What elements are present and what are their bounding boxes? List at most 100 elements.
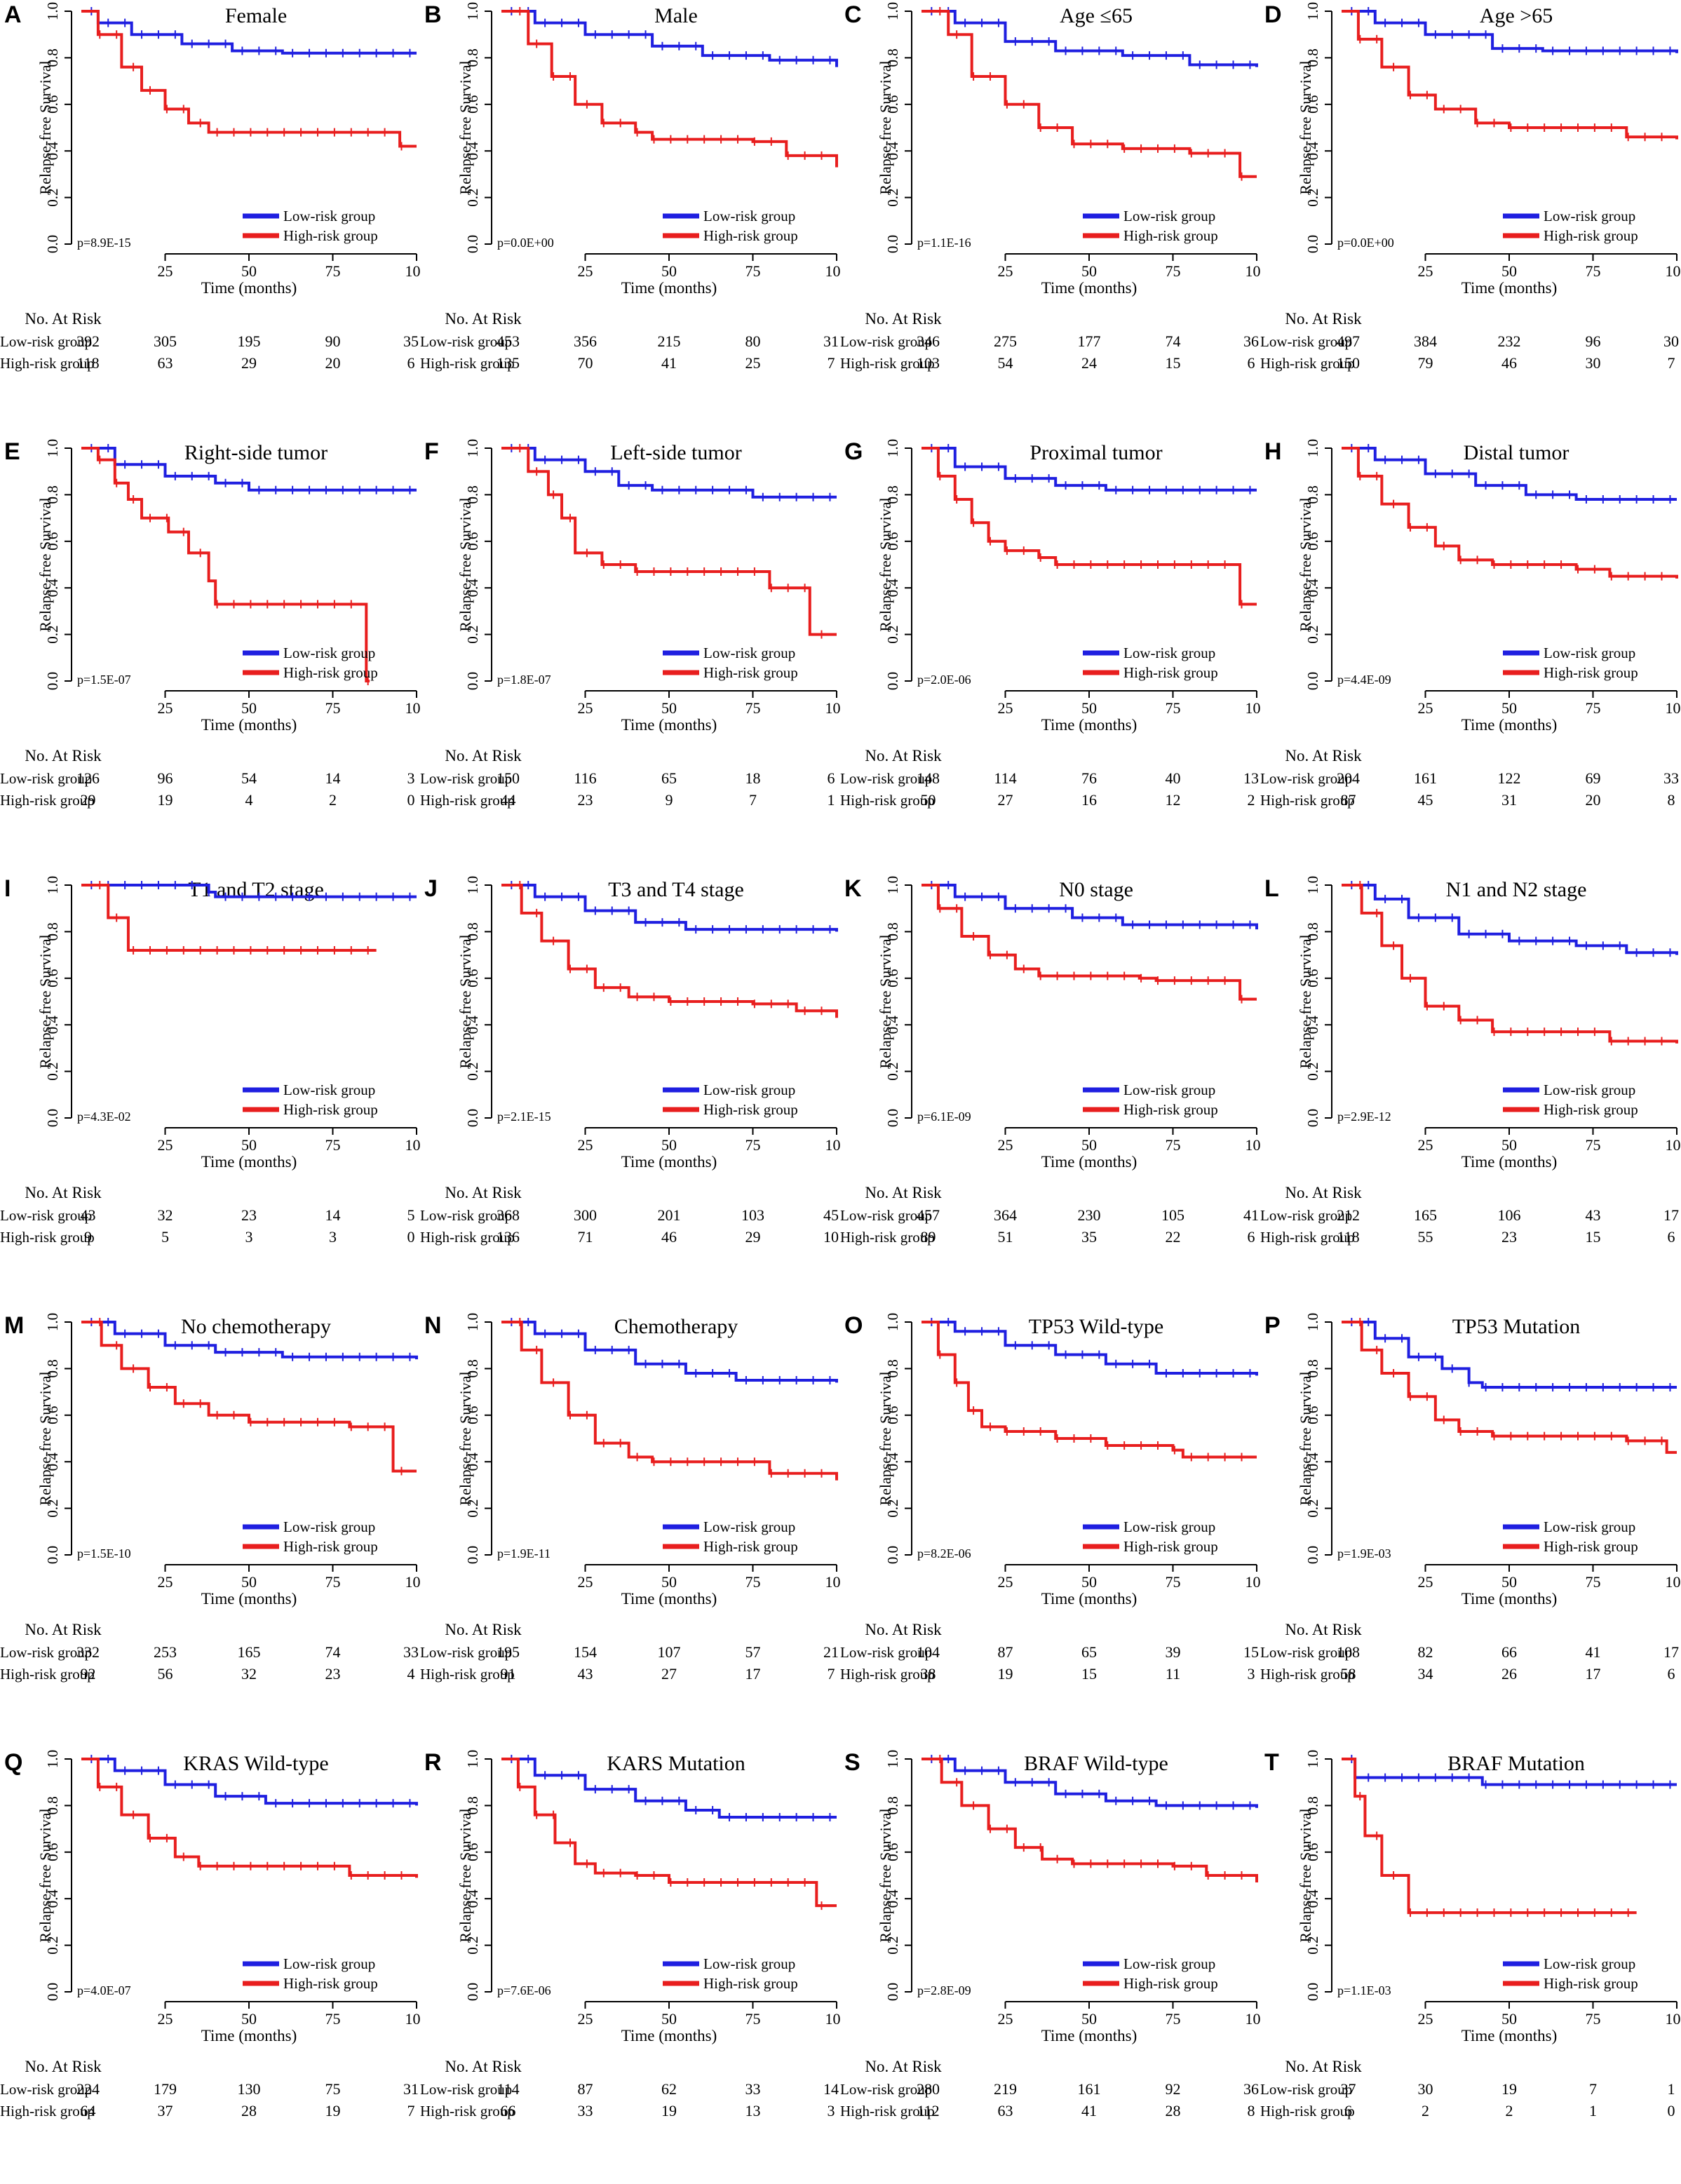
chart-title: TP53 Mutation: [1452, 1315, 1581, 1338]
x-tick-label: 50: [241, 1573, 257, 1591]
high-risk-curve: [1342, 447, 1678, 579]
risk-count: 46: [661, 1228, 677, 1246]
x-tick-label: 50: [1501, 1573, 1517, 1591]
risk-count: 21: [823, 1643, 839, 1661]
y-tick-label: 0.6: [464, 969, 481, 987]
y-tick-label: 0.0: [884, 1546, 901, 1564]
x-tick-label: 100: [1666, 262, 1681, 280]
risk-count: 91: [501, 1665, 516, 1683]
x-axis-label: Time (months): [1461, 2027, 1558, 2044]
y-tick-label: 0.2: [1304, 188, 1321, 206]
km-panel-r: R 0.0 0.2 0.4 0.6 0.8 1.0 25 50 75 100 Time (months…: [420, 1749, 840, 2184]
risk-row-label: High-risk group: [1260, 2103, 1355, 2119]
high-risk-censor-marks: [939, 471, 1243, 609]
y-axis-label: Relapse-free Survival: [36, 60, 54, 194]
legend-entry: High-risk group: [1123, 664, 1218, 681]
x-tick-label: 100: [825, 1573, 841, 1591]
low-risk-curve: [501, 884, 838, 932]
x-tick-label: 75: [325, 1573, 341, 1591]
high-risk-curve: [81, 1758, 418, 1878]
legend-entry: High-risk group: [1544, 1975, 1638, 1992]
panel-letter: T: [1264, 1749, 1279, 1776]
x-tick-label: 75: [1586, 2010, 1601, 2028]
y-tick-label: 0.0: [884, 672, 901, 690]
risk-count: 150: [1337, 354, 1360, 372]
panel-letter: E: [4, 438, 20, 465]
km-plot: 0.0 0.2 0.4 0.6 0.8 1.0 25 50 75 100 Time (months)…: [420, 2, 841, 372]
chart-title: N1 and N2 stage: [1446, 878, 1587, 901]
legend-entry: High-risk group: [703, 664, 798, 681]
x-tick-label: 25: [158, 262, 173, 280]
chart-title: Right-side tumor: [184, 441, 328, 464]
risk-count: 41: [1243, 1206, 1259, 1224]
y-axis-label: Relapse-free Survival: [1297, 1808, 1314, 1942]
km-panel-a: A 0.0 0.2 0.4 0.6 0.8 1.0 25 50 75 100 Time (months…: [0, 1, 420, 436]
x-axis-label: Time (months): [621, 1153, 717, 1171]
high-risk-curve: [1342, 1321, 1677, 1454]
x-tick-label: 75: [1166, 1573, 1181, 1591]
x-tick-label: 100: [1666, 2010, 1681, 2028]
y-tick-label: 0.8: [44, 922, 61, 941]
risk-count: 34: [1418, 1665, 1433, 1683]
y-tick-label: 0.8: [884, 922, 901, 941]
risk-count: 36: [1243, 332, 1259, 350]
risk-count: 20: [1586, 791, 1601, 809]
risk-count: 2: [1422, 2102, 1429, 2119]
y-tick-label: 1.0: [44, 876, 61, 894]
x-axis-label: Time (months): [1041, 279, 1137, 297]
y-tick-label: 0.4: [44, 142, 61, 161]
y-axis-label: Relapse-free Survival: [877, 60, 894, 194]
km-plot: 0.0 0.2 0.4 0.6 0.8 1.0 25 50 75 100 Time (months)…: [0, 439, 420, 809]
risk-count: 126: [76, 769, 100, 787]
legend-entry: Low-risk group: [703, 1518, 795, 1535]
risk-count: 9: [666, 791, 673, 809]
chart-title: Left-side tumor: [610, 441, 741, 464]
risk-count: 161: [1078, 2080, 1101, 2098]
km-panel-q: Q 0.0 0.2 0.4 0.6 0.8 1.0 25 50 75 100 Time (months…: [0, 1749, 420, 2184]
km-plot: 0.0 0.2 0.4 0.6 0.8 1.0 25 50 75 100 Time (months)…: [1260, 1313, 1680, 1683]
y-tick-label: 0.0: [44, 235, 61, 253]
risk-count: 104: [917, 1643, 940, 1661]
risk-count: 70: [578, 354, 593, 372]
x-tick-label: 50: [241, 2010, 257, 2028]
risk-count: 106: [1498, 1206, 1521, 1224]
x-tick-label: 25: [998, 1136, 1013, 1154]
high-risk-curve: [81, 447, 370, 682]
legend-entry: High-risk group: [283, 664, 378, 681]
risk-count: 112: [917, 2102, 939, 2119]
y-tick-label: 0.6: [884, 969, 901, 987]
y-tick-label: 0.2: [1304, 1936, 1321, 1954]
risk-count: 2: [329, 791, 337, 809]
y-axis-label: Relapse-free Survival: [457, 1808, 474, 1942]
p-value: p=1.9E-11: [497, 1546, 551, 1561]
legend-entry: High-risk group: [1544, 1538, 1638, 1555]
panel-letter: D: [1264, 1, 1282, 28]
x-tick-label: 50: [1501, 699, 1517, 717]
y-tick-label: 0.2: [464, 1062, 481, 1080]
p-value: p=0.0E+00: [1337, 236, 1394, 250]
risk-count: 7: [828, 354, 835, 372]
risk-table-title: No. At Risk: [865, 2058, 942, 2075]
risk-row-label: High-risk group: [420, 1229, 515, 1246]
risk-count: 65: [1081, 1643, 1097, 1661]
y-tick-label: 0.2: [1304, 1062, 1321, 1080]
x-axis-label: Time (months): [621, 2027, 717, 2044]
legend-entry: Low-risk group: [703, 1081, 795, 1098]
km-panel-o: O 0.0 0.2 0.4 0.6 0.8 1.0 25 50 75 100 Time (months…: [840, 1312, 1260, 1747]
risk-count: 33: [1663, 769, 1679, 787]
x-tick-label: 75: [745, 262, 761, 280]
km-plot: 0.0 0.2 0.4 0.6 0.8 1.0 25 50 75 100 Time (months)…: [840, 1313, 1260, 1683]
risk-row-label: High-risk group: [0, 355, 95, 372]
x-tick-label: 100: [825, 262, 841, 280]
risk-count: 35: [1081, 1228, 1097, 1246]
y-tick-label: 0.4: [1304, 142, 1321, 161]
risk-row-label: Low-risk group: [1260, 333, 1352, 350]
risk-count: 27: [661, 1665, 677, 1683]
risk-count: 118: [76, 354, 99, 372]
y-tick-label: 0.8: [464, 922, 481, 941]
y-tick-label: 0.4: [464, 579, 481, 598]
low-risk-curve: [81, 884, 417, 898]
risk-count: 275: [994, 332, 1017, 350]
risk-count: 6: [407, 354, 415, 372]
risk-table-title: No. At Risk: [445, 1184, 522, 1201]
